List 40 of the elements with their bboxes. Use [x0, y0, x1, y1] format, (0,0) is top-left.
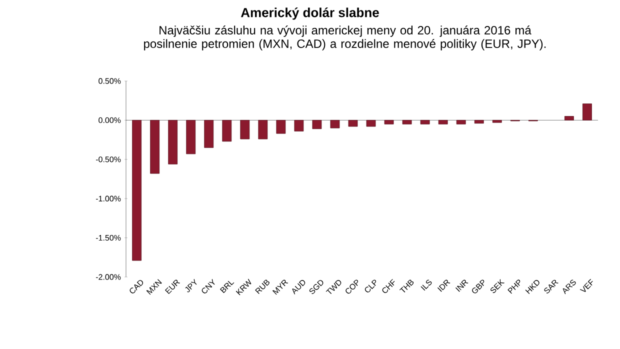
- bar: [132, 120, 142, 261]
- y-tick-label: 0.50%: [98, 78, 121, 84]
- x-tick-label: CAD: [130, 280, 144, 294]
- x-tick-label: JPY: [185, 278, 197, 292]
- y-tick-label: -0.50%: [96, 156, 121, 162]
- y-tick-label: -2.00%: [96, 274, 121, 280]
- y-tick-label: -1.50%: [96, 234, 121, 241]
- bar: [564, 116, 574, 120]
- bar: [222, 120, 232, 142]
- bar: [204, 120, 214, 148]
- bar: [348, 120, 358, 127]
- x-tick-label: BRL: [220, 280, 234, 294]
- x-tick-label: THB: [399, 280, 414, 292]
- bar: [438, 120, 448, 124]
- bar: [168, 120, 178, 164]
- bar: [366, 120, 376, 127]
- bar: [150, 120, 160, 174]
- bar: [456, 120, 466, 124]
- bar: [474, 120, 484, 124]
- chart-title: Americký dolár slabne: [240, 8, 379, 20]
- bar: [258, 120, 268, 140]
- bar: [330, 120, 340, 128]
- bar: [402, 120, 412, 124]
- x-tick-label: CLP: [364, 280, 376, 292]
- bar: [312, 120, 322, 130]
- bar: [420, 120, 430, 124]
- bar: [582, 104, 592, 120]
- chart-subtitle: Najväčšiu zásluhu na vývoji americkej meny od 20. januára 2016 má posilnenie petromien (MXN, CAD) a rozdielne menové politiky (EUR, JPY).: [144, 26, 546, 50]
- bar: [384, 120, 394, 124]
- y-tick-label: -1.00%: [96, 196, 121, 202]
- x-tick-label: IDR: [437, 280, 450, 292]
- x-tick-label: INR: [455, 280, 468, 292]
- bar: [276, 120, 286, 134]
- bar: [186, 120, 196, 154]
- bar: [294, 120, 304, 132]
- bar: [492, 120, 502, 123]
- x-tick-label: VEF: [580, 278, 593, 292]
- bar: [240, 120, 250, 140]
- x-tick-label: ILS: [420, 280, 432, 291]
- y-tick-label: 0.00%: [98, 117, 121, 124]
